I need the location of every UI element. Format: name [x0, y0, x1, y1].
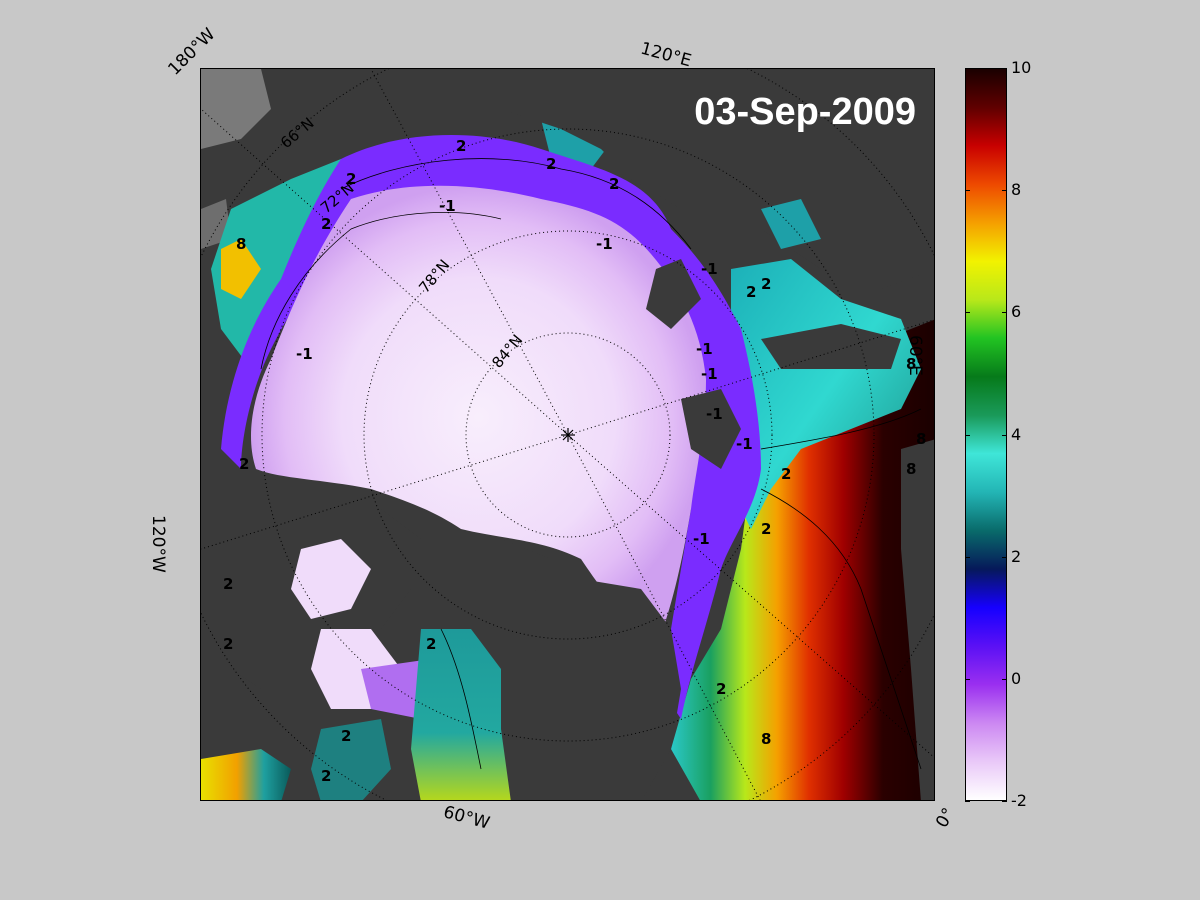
kara-inlet-water [761, 199, 821, 249]
contour-label: -1 [706, 405, 723, 423]
novaya-zemlya [761, 324, 901, 369]
contour-label: 2 [223, 635, 233, 653]
colorbar-tick-mark [1002, 434, 1007, 436]
franz-josef-land [681, 389, 741, 469]
land-gray-patch [201, 69, 271, 149]
scandinavia-land [901, 439, 934, 800]
siberian-coast [481, 69, 934, 289]
canadian-archipelago [421, 539, 551, 639]
lon-label-0: 0° [932, 804, 960, 832]
colorbar-tick-mark [965, 801, 970, 802]
svalbard-land [646, 259, 701, 329]
barents-sea-water [731, 259, 921, 529]
contour-label: -1 [296, 345, 313, 363]
contour-label: -1 [696, 340, 713, 358]
graticule [201, 69, 934, 800]
hudson-bay-water [201, 749, 291, 800]
north-pole-marker [561, 428, 575, 442]
coastal-water [311, 719, 391, 800]
contour-label: -1 [701, 365, 718, 383]
contour-label: -1 [596, 235, 613, 253]
lon-label-60e: 60°E [905, 335, 925, 376]
contour-label: 2 [746, 283, 756, 301]
colorbar-tick-mark [965, 678, 970, 680]
sea-surface-temperature-map: 66°N 72°N 78°N 84°N 2 2 2 2 2 2 2 2 2 2 … [201, 69, 934, 800]
lon-label-120e: 120°E [638, 38, 694, 72]
lon-label-60w: 60°W [441, 802, 492, 834]
greenland [481, 579, 681, 800]
contour-lines [260, 158, 922, 770]
colorbar-tick-label: 2 [1011, 546, 1022, 566]
contour-label: -1 [736, 435, 753, 453]
contour-label: 2 [609, 175, 619, 193]
colorbar-tick-mark [965, 68, 970, 69]
contour-label: 2 [223, 575, 233, 593]
contour-label: 8 [236, 235, 246, 253]
contour-label: 2 [761, 275, 771, 293]
archipelago-ice [291, 539, 371, 619]
colorbar-tick-label: 0 [1011, 668, 1022, 688]
colorbar-tick-mark [965, 434, 970, 436]
colorbar-tick-mark [965, 312, 970, 314]
warm-spot [221, 239, 261, 299]
colorbar-tick-mark [1002, 556, 1007, 558]
contour-label: 2 [346, 170, 356, 188]
contour-label: 8 [906, 355, 916, 373]
colorbar-tick-label: 4 [1011, 424, 1022, 444]
contour-label: -1 [693, 530, 710, 548]
colorbar-tick-label: 8 [1011, 180, 1022, 200]
contour-label: -1 [439, 197, 456, 215]
date-label: 03-Sep-2009 [694, 91, 916, 133]
contour-label: 8 [761, 730, 771, 748]
contour-label: 2 [426, 635, 436, 653]
contour-label: 8 [906, 460, 916, 478]
contour-label: 8 [916, 430, 926, 448]
contour-label: 2 [239, 455, 249, 473]
map-panel: 66°N 72°N 78°N 84°N 2 2 2 2 2 2 2 2 2 2 … [200, 68, 935, 801]
colorbar-tick-label: 6 [1011, 302, 1022, 322]
colorbar [965, 68, 1007, 801]
contour-label: -1 [701, 260, 718, 278]
colorbar-tick-mark [1002, 678, 1007, 680]
contour-label: 2 [456, 137, 466, 155]
colorbar-tick-mark [1002, 68, 1007, 69]
contour-label: 2 [341, 727, 351, 745]
colorbar-tick-mark [965, 556, 970, 558]
contour-label: 2 [761, 520, 771, 538]
colorbar-tick-mark [1002, 801, 1007, 802]
baffin-bay-water [411, 629, 511, 800]
atlantic-warm-water [671, 319, 934, 800]
contour-label: 2 [546, 155, 556, 173]
contour-label: 2 [321, 767, 331, 785]
colorbar-tick-mark [1002, 190, 1007, 192]
sea-ice-core [251, 185, 706, 649]
colorbar-tick-mark [1002, 312, 1007, 314]
colorbar-tick-mark [965, 190, 970, 192]
contour-label: 2 [321, 215, 331, 233]
colorbar-tick-label: 10 [1011, 58, 1032, 77]
contour-label: 2 [781, 465, 791, 483]
contour-label: 2 [716, 680, 726, 698]
contour-labels: 2 2 2 2 2 2 2 2 2 2 2 -1 -1 -1 -1 -1 -1 … [223, 137, 926, 785]
colorbar-tick-label: -2 [1011, 791, 1027, 810]
lon-label-120w: 120°W [148, 515, 168, 573]
